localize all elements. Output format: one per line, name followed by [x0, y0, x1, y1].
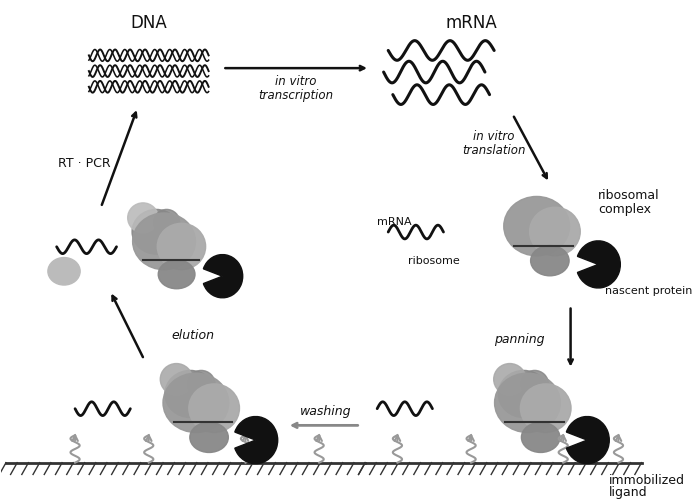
Ellipse shape — [160, 364, 193, 395]
Text: ribosomal: ribosomal — [598, 189, 660, 202]
Ellipse shape — [132, 210, 180, 254]
Text: translation: translation — [463, 144, 526, 157]
Ellipse shape — [521, 370, 549, 398]
Text: complex: complex — [598, 203, 651, 216]
Ellipse shape — [127, 203, 158, 232]
Ellipse shape — [48, 258, 80, 285]
Text: DNA: DNA — [130, 14, 167, 32]
Wedge shape — [234, 416, 278, 464]
Ellipse shape — [522, 422, 560, 452]
Wedge shape — [578, 241, 620, 288]
Text: ligand: ligand — [609, 486, 648, 498]
Ellipse shape — [132, 213, 195, 270]
Ellipse shape — [531, 246, 569, 276]
Ellipse shape — [189, 384, 239, 432]
Ellipse shape — [498, 370, 549, 418]
Text: immobilized: immobilized — [609, 474, 685, 487]
Ellipse shape — [188, 370, 215, 398]
Text: washing: washing — [300, 405, 351, 418]
Text: mRNA: mRNA — [377, 217, 411, 227]
Ellipse shape — [520, 384, 571, 432]
Text: in vitro: in vitro — [473, 130, 515, 143]
Ellipse shape — [190, 422, 228, 452]
Ellipse shape — [495, 373, 561, 432]
Text: panning: panning — [494, 334, 545, 346]
Text: ribosome: ribosome — [408, 256, 460, 266]
Ellipse shape — [158, 260, 195, 289]
Ellipse shape — [165, 370, 216, 418]
Ellipse shape — [158, 224, 206, 270]
Text: in vitro: in vitro — [275, 76, 317, 88]
Wedge shape — [204, 254, 243, 298]
Text: nascent protein: nascent protein — [605, 286, 692, 296]
Ellipse shape — [530, 207, 580, 256]
Ellipse shape — [504, 196, 570, 256]
Text: elution: elution — [172, 328, 215, 342]
Text: mRNA: mRNA — [445, 14, 497, 32]
Text: transcription: transcription — [258, 89, 334, 102]
Ellipse shape — [494, 364, 526, 395]
Text: RT · PCR: RT · PCR — [58, 157, 111, 170]
Ellipse shape — [163, 373, 229, 432]
Wedge shape — [566, 416, 609, 464]
Ellipse shape — [153, 210, 180, 236]
